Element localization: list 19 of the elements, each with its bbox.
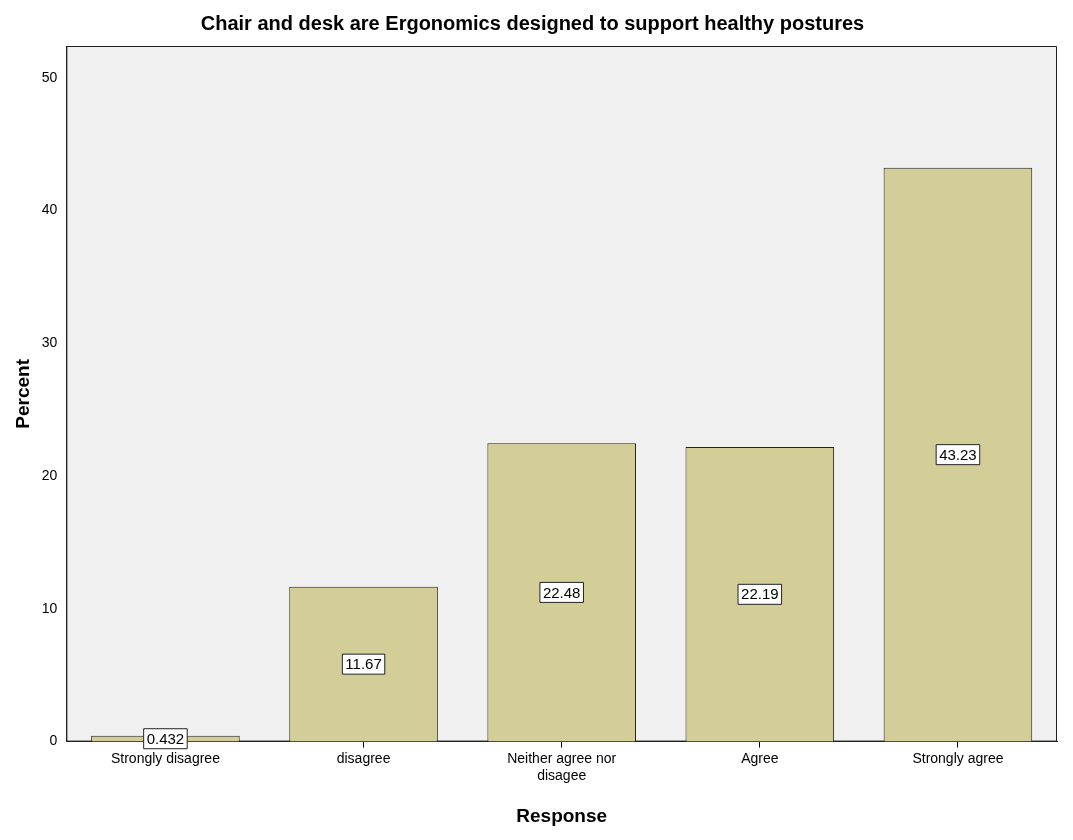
y-tick-label: 20 xyxy=(41,466,58,483)
data-label: 11.67 xyxy=(345,655,382,673)
y-tick-label: 30 xyxy=(41,334,58,351)
x-tick-label: Agree xyxy=(741,749,779,766)
chart-title: Chair and desk are Ergonomics designed to support healthy postures xyxy=(200,11,865,34)
y-axis-title: Percent xyxy=(11,358,33,429)
x-tick-label: Strongly disagree xyxy=(110,749,221,766)
x-tick-label: Neither agree nor disagee xyxy=(507,749,617,783)
x-tick-label: disagree xyxy=(336,749,391,766)
x-axis-title: Response xyxy=(516,804,608,826)
data-label: 22.19 xyxy=(741,585,779,603)
data-label: 22.48 xyxy=(542,583,581,601)
data-label: 43.23 xyxy=(939,445,977,463)
y-tick-label: 40 xyxy=(41,201,58,218)
y-tick-label: 0 xyxy=(49,732,58,749)
y-tick-label: 10 xyxy=(41,599,58,616)
y-tick-label: 50 xyxy=(41,68,58,85)
x-tick-label: Strongly agree xyxy=(912,749,1004,766)
data-label: 0.432 xyxy=(146,729,185,747)
